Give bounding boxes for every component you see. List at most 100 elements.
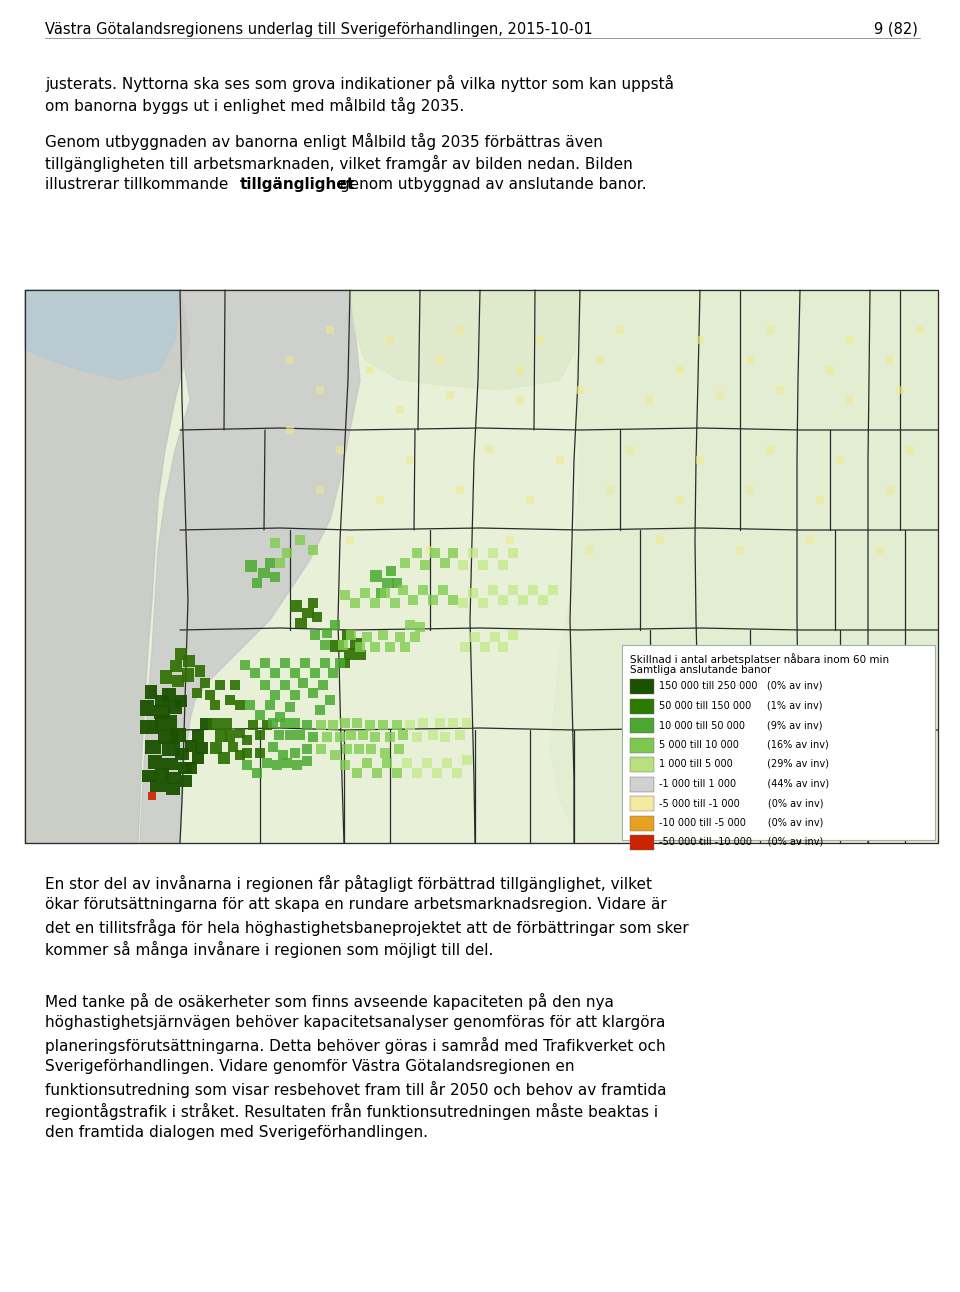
Bar [285,730,295,740]
Text: Med tanke på de osäkerheter som finns avseende kapaciteten på den nya: Med tanke på de osäkerheter som finns av… [45,994,613,1010]
Bar [696,456,704,464]
Bar [282,548,292,558]
Bar [622,645,935,840]
Bar [325,695,335,705]
Bar [162,689,176,702]
Bar [412,767,422,778]
Bar [836,456,844,464]
Bar [185,762,197,774]
Bar [392,720,402,730]
Bar [338,658,350,668]
Bar [405,720,415,730]
Bar [630,796,654,811]
Bar [630,738,654,752]
Bar [282,758,292,767]
Bar [308,598,318,609]
Text: tillgängligheten till arbetsmarknaden, vilket framgår av bilden nedan. Bilden: tillgängligheten till arbetsmarknaden, v… [45,155,633,172]
Bar [268,718,278,727]
Bar [270,668,280,678]
Bar [630,680,654,694]
Bar [448,596,458,605]
Bar [275,712,285,722]
Bar [286,426,294,434]
Text: En stor del av invånarna i regionen får påtagligt förbättrad tillgänglighet, vil: En stor del av invånarna i regionen får … [45,875,652,891]
Bar [312,612,322,621]
Bar [235,727,245,738]
Bar [310,630,320,640]
Bar [315,705,325,714]
Bar [268,742,278,752]
Text: Skillnad i antal arbetsplatser nåbara inom 60 min: Skillnad i antal arbetsplatser nåbara in… [630,652,889,665]
Text: regiontågstrafik i stråket. Resultaten från funktionsutredningen måste beaktas i: regiontågstrafik i stråket. Resultaten f… [45,1103,659,1120]
Bar [395,632,405,642]
Bar [370,733,380,742]
Bar [458,559,468,570]
Bar [376,588,386,598]
Bar [260,658,270,668]
Bar [330,749,340,760]
Bar [265,558,275,568]
Bar [350,638,362,650]
Bar [185,740,197,752]
Bar [260,680,270,690]
Bar [170,660,182,672]
Bar [322,733,332,742]
Bar [386,566,396,576]
Bar [360,588,370,598]
Bar [438,585,448,596]
Bar [456,326,464,335]
Bar [25,289,938,842]
Text: det en tillitsfråga för hela höghastighetsbaneprojektet att de förbättringar som: det en tillitsfråga för hela höghastighe… [45,919,688,935]
Bar [160,671,172,683]
Bar [242,748,252,758]
Bar [806,536,814,544]
Bar [310,668,320,678]
Bar [155,767,169,780]
Bar [508,630,518,640]
Bar [218,752,230,764]
Bar [298,678,308,689]
Bar [302,756,312,766]
Bar [350,598,360,609]
Bar [228,742,238,752]
Bar [335,733,345,742]
Bar [455,730,465,740]
Bar [528,585,538,596]
Bar [916,326,924,335]
Bar [896,386,904,394]
Bar [378,720,388,730]
Bar [630,815,654,831]
Bar [378,630,388,640]
Bar [265,700,275,711]
Text: -10 000 till -5 000       (0% av inv): -10 000 till -5 000 (0% av inv) [659,818,824,827]
Polygon shape [25,289,190,842]
Bar [292,760,302,770]
Bar [295,730,305,740]
Bar [340,760,350,770]
Bar [410,632,420,642]
Bar [448,548,458,558]
Bar [155,714,177,731]
Bar [245,559,257,572]
Bar [846,336,854,344]
Bar [746,357,754,364]
Bar [225,695,235,705]
Text: Genom utbyggnaden av banorna enligt Målbild tåg 2035 förbättras även: Genom utbyggnaden av banorna enligt Målb… [45,133,603,150]
Bar [308,689,318,698]
Text: -1 000 till 1 000          (44% av inv): -1 000 till 1 000 (44% av inv) [659,779,829,788]
Bar [488,548,498,558]
Bar [175,649,187,660]
Bar [295,618,307,628]
Bar [498,559,508,570]
Bar [392,578,402,588]
Bar [446,391,454,399]
Bar [548,585,558,596]
Bar [170,727,186,742]
Bar [456,486,464,494]
Bar [316,744,326,755]
Bar [336,446,344,453]
Bar [452,767,462,778]
Bar [320,658,330,668]
Bar [616,326,624,335]
Bar [412,548,422,558]
